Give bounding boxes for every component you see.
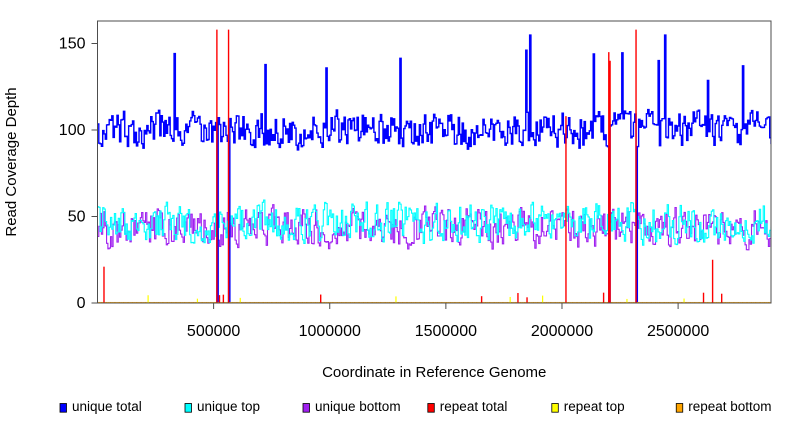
svg-text:1000000: 1000000 bbox=[299, 323, 361, 340]
svg-text:100: 100 bbox=[59, 122, 86, 139]
svg-text:0: 0 bbox=[77, 295, 86, 312]
svg-text:1500000: 1500000 bbox=[415, 323, 477, 340]
svg-text:150: 150 bbox=[59, 35, 86, 52]
svg-text:unique bottom: unique bottom bbox=[315, 399, 401, 414]
svg-text:repeat top: repeat top bbox=[564, 399, 625, 414]
svg-text:2500000: 2500000 bbox=[647, 323, 709, 340]
svg-text:2000000: 2000000 bbox=[531, 323, 593, 340]
svg-text:50: 50 bbox=[68, 208, 86, 225]
svg-text:unique total: unique total bbox=[72, 399, 142, 414]
svg-text:Coordinate in Reference Genome: Coordinate in Reference Genome bbox=[322, 364, 546, 381]
svg-text:repeat bottom: repeat bottom bbox=[688, 399, 771, 414]
svg-text:500000: 500000 bbox=[187, 323, 240, 340]
svg-text:unique top: unique top bbox=[197, 399, 260, 414]
svg-text:repeat total: repeat total bbox=[440, 399, 508, 414]
svg-text:Read Coverage Depth: Read Coverage Depth bbox=[3, 87, 20, 236]
